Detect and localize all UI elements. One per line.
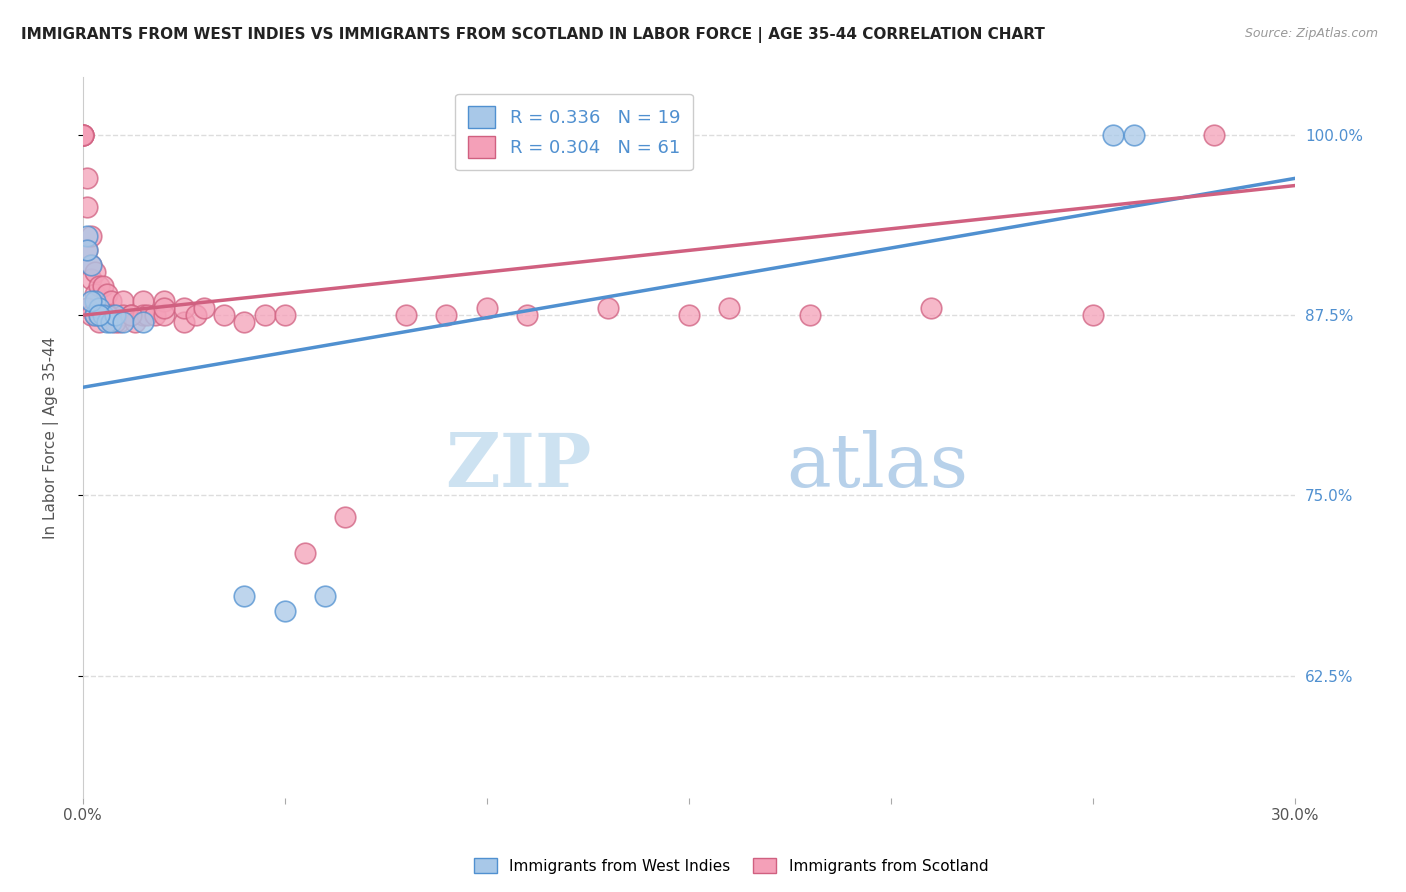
Text: ZIP: ZIP [446, 430, 592, 503]
Point [718, 301, 741, 315]
Point [436, 308, 458, 322]
Point [184, 308, 207, 322]
Point [104, 308, 127, 322]
Point [212, 308, 235, 322]
Point [96, 308, 118, 322]
Point [87, 308, 110, 322]
Point [173, 315, 195, 329]
Point [294, 546, 316, 560]
Legend: Immigrants from West Indies, Immigrants from Scotland: Immigrants from West Indies, Immigrants … [468, 852, 994, 880]
Point [96, 286, 118, 301]
Point [87, 315, 110, 329]
Point [132, 315, 155, 329]
Point [91, 279, 114, 293]
Point [100, 293, 122, 308]
Point [233, 315, 256, 329]
Point [274, 308, 297, 322]
Point [80, 293, 103, 308]
Point [193, 301, 215, 315]
Point [799, 308, 821, 322]
Point [516, 308, 538, 322]
Point [83, 308, 105, 322]
Point [72, 128, 94, 142]
Point [80, 258, 103, 272]
Point [1102, 128, 1125, 142]
Text: atlas: atlas [786, 430, 969, 503]
Point [100, 315, 122, 329]
Point [83, 308, 105, 322]
Point [152, 293, 174, 308]
Point [120, 308, 142, 322]
Point [96, 308, 118, 322]
Point [173, 301, 195, 315]
Point [112, 315, 135, 329]
Point [1122, 128, 1144, 142]
Point [335, 510, 357, 524]
Point [80, 308, 103, 322]
Point [112, 293, 135, 308]
Text: Source: ZipAtlas.com: Source: ZipAtlas.com [1244, 27, 1378, 40]
Point [274, 604, 297, 618]
Point [83, 286, 105, 301]
Text: IMMIGRANTS FROM WEST INDIES VS IMMIGRANTS FROM SCOTLAND IN LABOR FORCE | AGE 35-: IMMIGRANTS FROM WEST INDIES VS IMMIGRANT… [21, 27, 1045, 43]
Point [80, 272, 103, 286]
Point [76, 301, 98, 315]
Point [72, 128, 94, 142]
Point [152, 308, 174, 322]
Point [72, 128, 94, 142]
Point [104, 315, 127, 329]
Point [87, 301, 110, 315]
Point [145, 308, 167, 322]
Point [76, 229, 98, 244]
Legend: R = 0.336   N = 19, R = 0.304   N = 61: R = 0.336 N = 19, R = 0.304 N = 61 [456, 94, 693, 170]
Point [72, 128, 94, 142]
Point [76, 171, 98, 186]
Point [87, 279, 110, 293]
Point [1081, 308, 1104, 322]
Point [678, 308, 700, 322]
Point [152, 301, 174, 315]
Point [80, 258, 103, 272]
Point [132, 308, 155, 322]
Point [76, 244, 98, 258]
Point [314, 589, 336, 603]
Y-axis label: In Labor Force | Age 35-44: In Labor Force | Age 35-44 [44, 336, 59, 539]
Point [598, 301, 620, 315]
Point [76, 244, 98, 258]
Point [108, 315, 131, 329]
Point [87, 308, 110, 322]
Point [83, 265, 105, 279]
Point [920, 301, 942, 315]
Point [253, 308, 276, 322]
Point [80, 229, 103, 244]
Point [91, 308, 114, 322]
Point [1204, 128, 1226, 142]
Point [104, 308, 127, 322]
Point [91, 308, 114, 322]
Point [233, 589, 256, 603]
Point [132, 293, 155, 308]
Point [475, 301, 498, 315]
Point [96, 315, 118, 329]
Point [76, 200, 98, 214]
Point [83, 293, 105, 308]
Point [112, 308, 135, 322]
Point [136, 308, 159, 322]
Point [120, 308, 142, 322]
Point [124, 315, 146, 329]
Point [100, 308, 122, 322]
Point [395, 308, 418, 322]
